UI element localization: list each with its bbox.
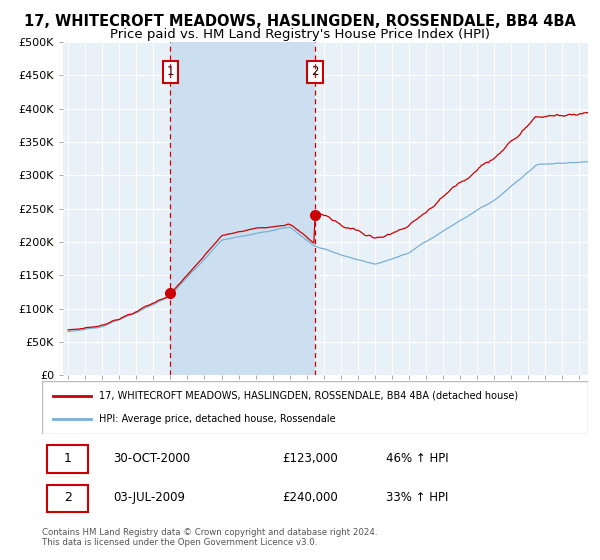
FancyBboxPatch shape (47, 484, 88, 512)
Text: 33% ↑ HPI: 33% ↑ HPI (386, 491, 448, 505)
Text: 17, WHITECROFT MEADOWS, HASLINGDEN, ROSSENDALE, BB4 4BA: 17, WHITECROFT MEADOWS, HASLINGDEN, ROSS… (24, 14, 576, 29)
Text: 30-OCT-2000: 30-OCT-2000 (113, 452, 190, 465)
Text: 46% ↑ HPI: 46% ↑ HPI (386, 452, 449, 465)
Bar (170, 42, 315, 375)
Text: £123,000: £123,000 (282, 452, 338, 465)
Text: 17, WHITECROFT MEADOWS, HASLINGDEN, ROSSENDALE, BB4 4BA (detached house): 17, WHITECROFT MEADOWS, HASLINGDEN, ROSS… (100, 391, 518, 401)
Text: £240,000: £240,000 (282, 491, 338, 505)
Text: 1: 1 (167, 66, 174, 78)
Text: 03-JUL-2009: 03-JUL-2009 (113, 491, 185, 505)
Text: HPI: Average price, detached house, Rossendale: HPI: Average price, detached house, Ross… (100, 414, 336, 424)
Text: Contains HM Land Registry data © Crown copyright and database right 2024.
This d: Contains HM Land Registry data © Crown c… (42, 528, 377, 547)
Text: 2: 2 (64, 491, 72, 505)
Text: Price paid vs. HM Land Registry's House Price Index (HPI): Price paid vs. HM Land Registry's House … (110, 28, 490, 41)
FancyBboxPatch shape (42, 381, 588, 434)
FancyBboxPatch shape (47, 445, 88, 473)
Text: 1: 1 (64, 452, 72, 465)
Text: 2: 2 (311, 66, 319, 78)
